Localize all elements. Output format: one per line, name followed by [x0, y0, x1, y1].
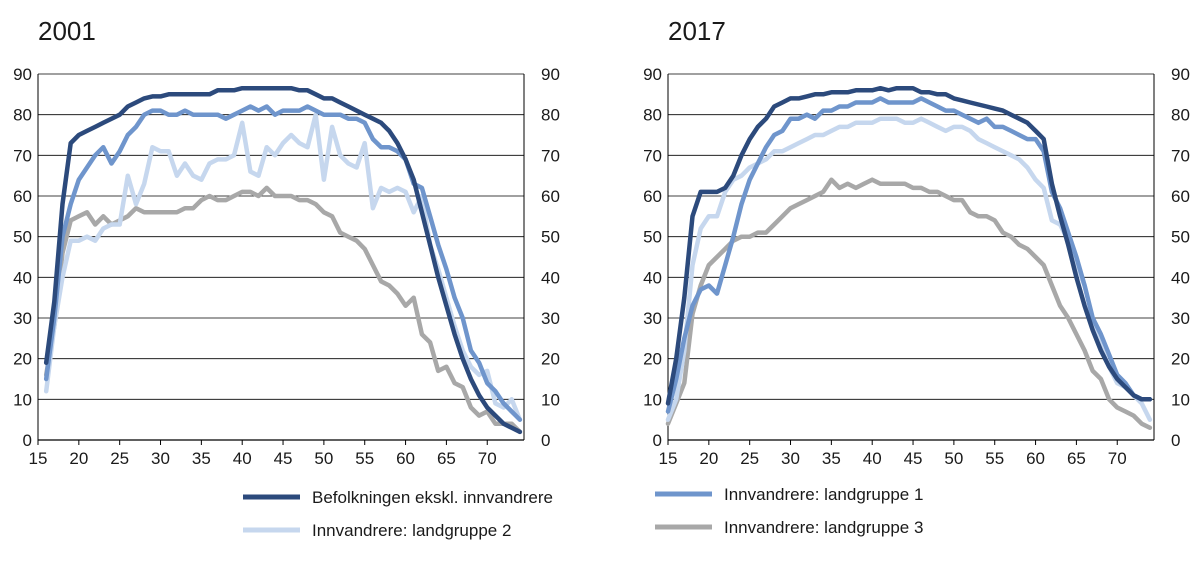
x-tick-label: 30 — [781, 449, 800, 468]
y-tick-label: 60 — [13, 187, 32, 206]
x-tick-label: 45 — [904, 449, 923, 468]
y2-tick-label: 20 — [541, 350, 560, 369]
chart-panel-2001: 2001 0 0 10 10 20 20 30 30 40 40 50 50 60 60 70 70 80 80 9… — [13, 16, 560, 468]
legend-item-landgruppe-1: Innvandrere: landgruppe 1 — [655, 485, 923, 504]
y2-tick-label: 50 — [541, 228, 560, 247]
x-tick-label: 50 — [314, 449, 333, 468]
y-tick-label: 80 — [643, 106, 662, 125]
y-tick-label: 20 — [13, 350, 32, 369]
x-tick-label: 30 — [151, 449, 170, 468]
y-tick-label: 40 — [13, 268, 32, 287]
y-tick-label: 80 — [13, 106, 32, 125]
legend: Befolkningen ekskl. innvandrere Innvandr… — [243, 485, 923, 540]
y-tick-label: 90 — [13, 65, 32, 84]
y-tick-label: 60 — [643, 187, 662, 206]
y2-tick-label: 80 — [1171, 106, 1190, 125]
legend-label: Innvandrere: landgruppe 2 — [312, 521, 511, 540]
y2-tick-label: 60 — [1171, 187, 1190, 206]
legend-item-befolkningen: Befolkningen ekskl. innvandrere — [243, 488, 553, 507]
y2-tick-label: 50 — [1171, 228, 1190, 247]
x-tick-label: 15 — [659, 449, 678, 468]
x-tick-label: 25 — [740, 449, 759, 468]
y-tick-label: 10 — [643, 390, 662, 409]
y2-tick-label: 70 — [1171, 146, 1190, 165]
y-tick-label: 90 — [643, 65, 662, 84]
y2-tick-label: 30 — [1171, 309, 1190, 328]
x-tick-label: 50 — [944, 449, 963, 468]
y2-tick-label: 40 — [1171, 268, 1190, 287]
legend-label: Innvandrere: landgruppe 3 — [724, 518, 923, 537]
x-tick-label: 15 — [29, 449, 48, 468]
y-tick-label: 30 — [13, 309, 32, 328]
y-tick-label: 40 — [643, 268, 662, 287]
y2-tick-label: 10 — [541, 390, 560, 409]
legend-item-landgruppe-3: Innvandrere: landgruppe 3 — [655, 518, 923, 537]
series-line-befolkningen-ekskl-innvandrere — [665, 85, 1153, 406]
x-tick-label: 65 — [437, 449, 456, 468]
y-tick-label: 30 — [643, 309, 662, 328]
y2-tick-label: 0 — [1171, 431, 1180, 450]
x-tick-label: 45 — [274, 449, 293, 468]
y-tick-label: 20 — [643, 350, 662, 369]
x-tick-label: 20 — [699, 449, 718, 468]
y2-tick-label: 40 — [541, 268, 560, 287]
y2-tick-label: 10 — [1171, 390, 1190, 409]
x-tick-label: 25 — [110, 449, 129, 468]
y-tick-label: 50 — [643, 228, 662, 247]
y2-tick-label: 30 — [541, 309, 560, 328]
y-tick-label: 10 — [13, 390, 32, 409]
chart-title: 2017 — [668, 16, 726, 46]
y2-tick-label: 0 — [541, 431, 550, 450]
x-tick-label: 35 — [822, 449, 841, 468]
series-line-innvandrere-landgruppe-1 — [43, 104, 523, 422]
y-tick-label: 0 — [23, 431, 32, 450]
x-tick-label: 40 — [863, 449, 882, 468]
y2-tick-label: 90 — [541, 65, 560, 84]
y2-tick-label: 20 — [1171, 350, 1190, 369]
x-tick-label: 70 — [1108, 449, 1127, 468]
chart-panel-2017: 2017 0 0 10 10 20 20 30 30 40 40 50 50 60 60 70 70 80 80 9… — [643, 16, 1190, 468]
series-line-innvandrere-landgruppe-1 — [665, 96, 1153, 414]
y2-tick-label: 60 — [541, 187, 560, 206]
y-tick-label: 70 — [13, 146, 32, 165]
x-tick-label: 65 — [1067, 449, 1086, 468]
y-tick-label: 70 — [643, 146, 662, 165]
x-tick-label: 20 — [69, 449, 88, 468]
legend-item-landgruppe-2: Innvandrere: landgruppe 2 — [243, 521, 511, 540]
y-tick-label: 0 — [653, 431, 662, 450]
chart-title: 2001 — [38, 16, 96, 46]
x-tick-label: 70 — [478, 449, 497, 468]
y2-tick-label: 90 — [1171, 65, 1190, 84]
series-line-innvandrere-landgruppe-3 — [665, 177, 1153, 431]
series-line-innvandrere-landgruppe-3 — [43, 185, 523, 435]
x-tick-label: 35 — [192, 449, 211, 468]
x-tick-label: 40 — [233, 449, 252, 468]
legend-label: Innvandrere: landgruppe 1 — [724, 485, 923, 504]
y2-tick-label: 80 — [541, 106, 560, 125]
series-line-befolkningen-ekskl-innvandrere — [43, 85, 523, 435]
x-tick-label: 55 — [985, 449, 1004, 468]
x-tick-label: 60 — [1026, 449, 1045, 468]
x-tick-label: 55 — [355, 449, 374, 468]
x-tick-label: 60 — [396, 449, 415, 468]
y2-tick-label: 70 — [541, 146, 560, 165]
legend-label: Befolkningen ekskl. innvandrere — [312, 488, 553, 507]
y-tick-label: 50 — [13, 228, 32, 247]
